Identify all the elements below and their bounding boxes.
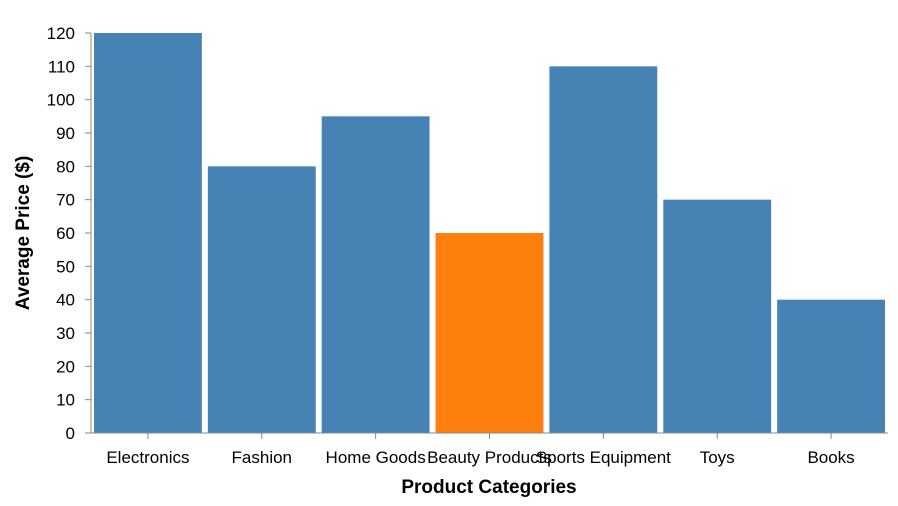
bar-home-goods [321,116,430,433]
y-tick-label: 50 [56,257,75,276]
x-tick-label: Fashion [232,448,292,467]
x-tick-label: Toys [700,448,735,467]
bar-books [777,299,885,433]
y-tick-label: 0 [66,424,75,443]
y-axis-title: Average Price ($) [13,156,34,311]
y-tick-label: 10 [56,391,75,410]
x-axis: Electronics Fashion Home Goods Beauty Produ… [91,432,888,467]
y-tick-label: 100 [47,91,75,110]
x-tick-label: Beauty Products [427,448,552,467]
y-tick-label: 30 [56,324,75,343]
y-tick-label: 90 [56,124,75,143]
bar-sports-equipment [549,66,658,433]
bar-electronics [94,33,202,433]
y-tick-label: 20 [56,357,75,376]
y-tick-label: 40 [56,291,75,310]
bar-toys [663,199,772,433]
bars-group [94,33,885,434]
y-tick-label: 120 [47,24,75,43]
x-axis-title: Product Categories [401,477,576,498]
y-tick-label: 80 [56,157,75,176]
y-tick-label: 110 [48,57,75,76]
y-tick-label: 70 [56,191,75,210]
x-tick-label: Electronics [106,448,189,467]
x-tick-label: Books [807,448,854,467]
x-tick-label: Sports Equipment [536,448,671,467]
y-axis: 0 10 20 30 40 50 60 70 80 90 100 110 120 [47,24,92,443]
bar-fashion [207,166,316,434]
x-tick-label: Home Goods [326,448,426,467]
y-tick-label: 60 [56,224,75,243]
bar-beauty-products [435,233,544,433]
